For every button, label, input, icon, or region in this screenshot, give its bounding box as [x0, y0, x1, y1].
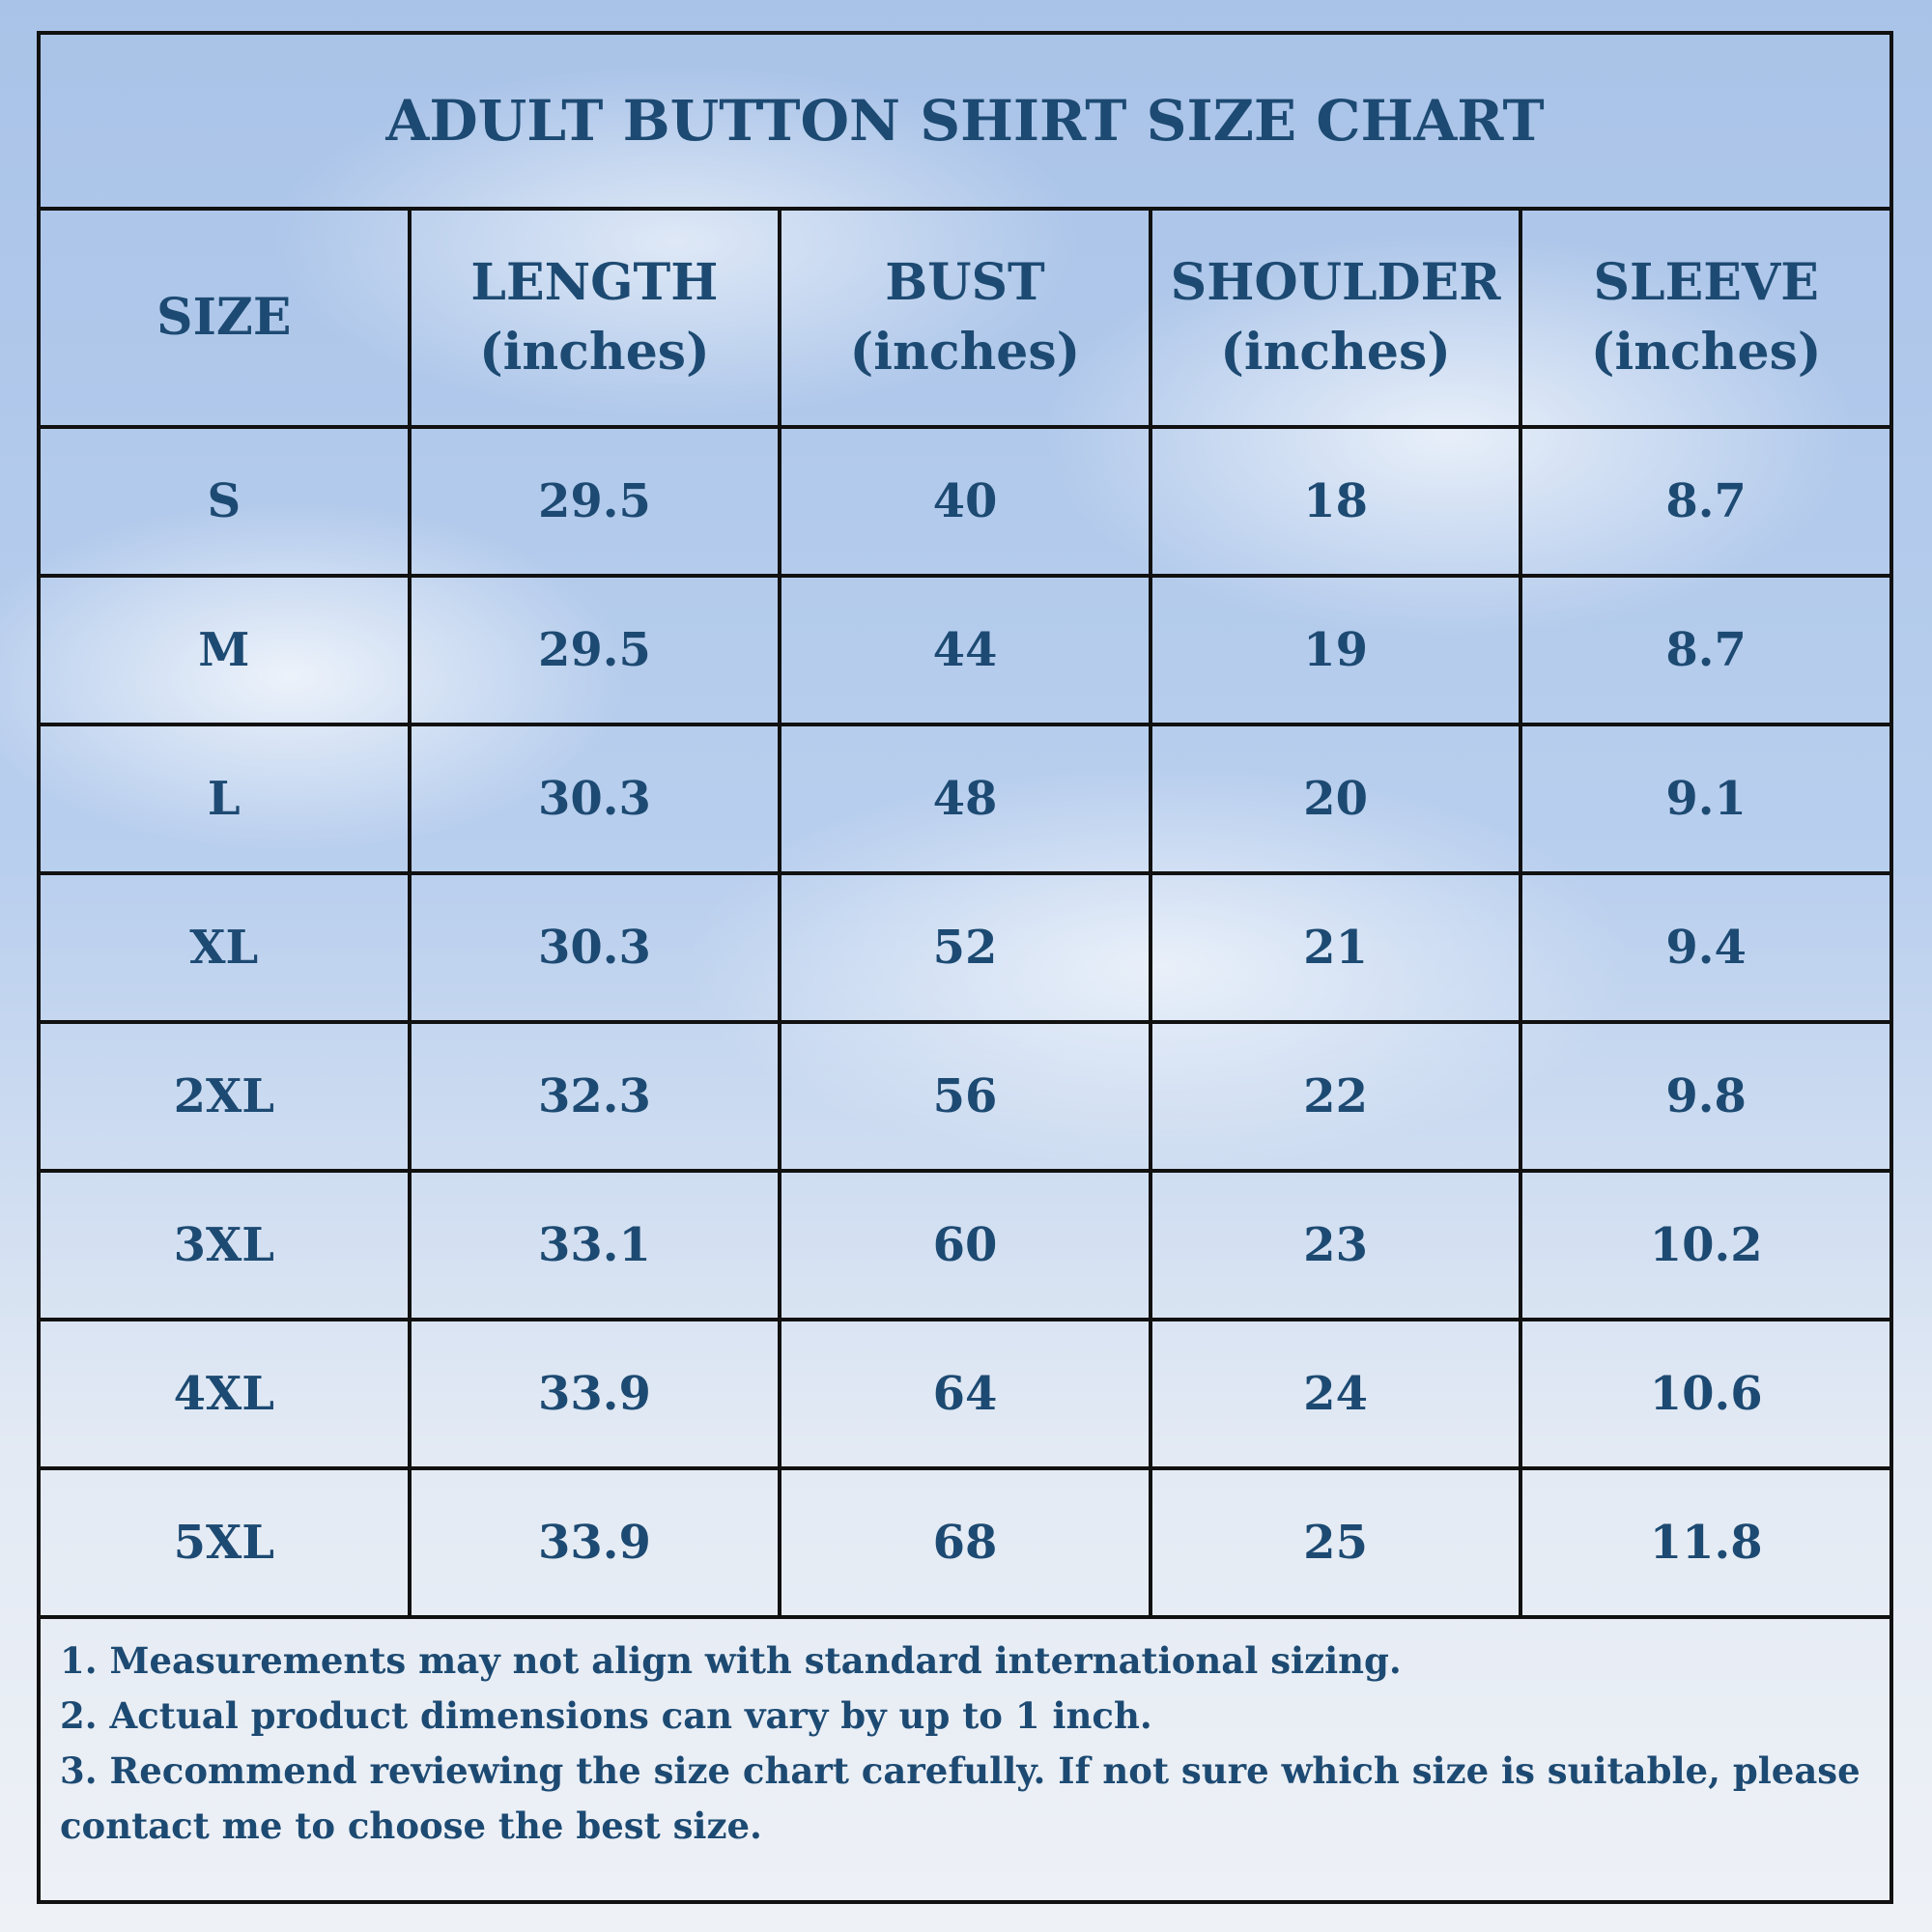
- title: ADULT BUTTON SHIRT SIZE CHART: [41, 35, 1889, 211]
- header-cell: SLEEVE (inches): [1522, 211, 1889, 425]
- table-row: L 30.3 48 20 9.1: [41, 726, 1889, 875]
- value-cell: 29.5: [412, 578, 782, 723]
- size-cell: S: [41, 429, 412, 574]
- size-cell: 5XL: [41, 1470, 412, 1615]
- value-cell: 20: [1152, 726, 1523, 871]
- value-cell: 19: [1152, 578, 1523, 723]
- value-cell: 9.4: [1665, 921, 1747, 975]
- note: 2. Actual product dimensions can vary by…: [60, 1694, 1152, 1737]
- table-row: 3XL 33.1 60 23 10.2: [41, 1173, 1889, 1321]
- table-row: 2XL 32.3 56 22 9.8: [41, 1024, 1889, 1173]
- header-name: LENGTH: [470, 253, 719, 312]
- value-cell: 21: [1152, 875, 1523, 1020]
- notes: 1. Measurements may not align with stand…: [60, 1634, 1870, 1854]
- value-cell: 24: [1152, 1321, 1523, 1466]
- value-cell: 33.9: [412, 1321, 782, 1466]
- value-cell: 18: [1152, 429, 1523, 574]
- value-cell: 29.5: [412, 429, 782, 574]
- header-unit: (inches): [849, 323, 1081, 382]
- value-cell: 64: [781, 1321, 1152, 1466]
- header-cell: LENGTH (inches): [412, 211, 782, 425]
- value-cell: 22: [1152, 1024, 1523, 1169]
- header-name: SLEEVE: [1593, 253, 1819, 312]
- header-cell: SIZE: [41, 211, 412, 425]
- value-cell: 9.8: [1665, 1069, 1747, 1123]
- header-cell: SHOULDER (inches): [1152, 211, 1523, 425]
- value-cell: 25: [1152, 1470, 1523, 1615]
- size-cell: 3XL: [41, 1173, 412, 1318]
- value-cell: 11.8: [1649, 1516, 1763, 1570]
- table-row: 5XL 33.9 68 25 11.8: [41, 1470, 1889, 1619]
- table-row: 4XL 33.9 64 24 10.6: [41, 1321, 1889, 1470]
- size-cell: L: [41, 726, 412, 871]
- value-cell: 68: [781, 1470, 1152, 1615]
- header-unit: (inches): [479, 323, 710, 382]
- value-cell: 8.7: [1665, 623, 1747, 677]
- value-cell: 10.6: [1649, 1367, 1763, 1421]
- size-cell: M: [41, 578, 412, 723]
- table: SIZE LENGTH (inches) BUST (inches) SHOULDER (i…: [41, 211, 1889, 1619]
- value-cell: 40: [781, 429, 1152, 574]
- value-cell: 32.3: [412, 1024, 782, 1169]
- value-cell: 33.9: [412, 1470, 782, 1615]
- value-cell: 48: [781, 726, 1152, 871]
- size-chart: ADULT BUTTON SHIRT SIZE CHART SIZE LENGTH…: [37, 31, 1893, 1904]
- value-cell: 44: [781, 578, 1152, 723]
- value-cell: 23: [1152, 1173, 1523, 1318]
- size-cell: 4XL: [41, 1321, 412, 1466]
- value-cell: 30.3: [412, 875, 782, 1020]
- header-unit: (inches): [1220, 323, 1451, 382]
- header-cell: BUST (inches): [781, 211, 1152, 425]
- value-cell: 10.2: [1649, 1218, 1763, 1272]
- value-cell: 52: [781, 875, 1152, 1020]
- value-cell: 60: [781, 1173, 1152, 1318]
- header-name: SHOULDER: [1170, 253, 1501, 312]
- size-cell: 2XL: [41, 1024, 412, 1169]
- table-row: XL 30.3 52 21 9.4: [41, 875, 1889, 1024]
- value-cell: 30.3: [412, 726, 782, 871]
- header-name: BUST: [885, 253, 1045, 312]
- value-cell: 33.1: [412, 1173, 782, 1318]
- value-cell: 56: [781, 1024, 1152, 1169]
- header-row: SIZE LENGTH (inches) BUST (inches) SHOULDER (i…: [41, 211, 1889, 429]
- table-row: S 29.5 40 18 8.7: [41, 429, 1889, 578]
- size-cell: XL: [41, 875, 412, 1020]
- value-cell: 8.7: [1665, 474, 1747, 528]
- note: 3. Recommend reviewing the size chart ca…: [60, 1749, 1861, 1847]
- header-unit: (inches): [1590, 323, 1822, 382]
- value-cell: 9.1: [1665, 772, 1747, 826]
- header-name: SIZE: [156, 288, 292, 347]
- table-row: M 29.5 44 19 8.7: [41, 578, 1889, 726]
- note: 1. Measurements may not align with stand…: [60, 1639, 1402, 1682]
